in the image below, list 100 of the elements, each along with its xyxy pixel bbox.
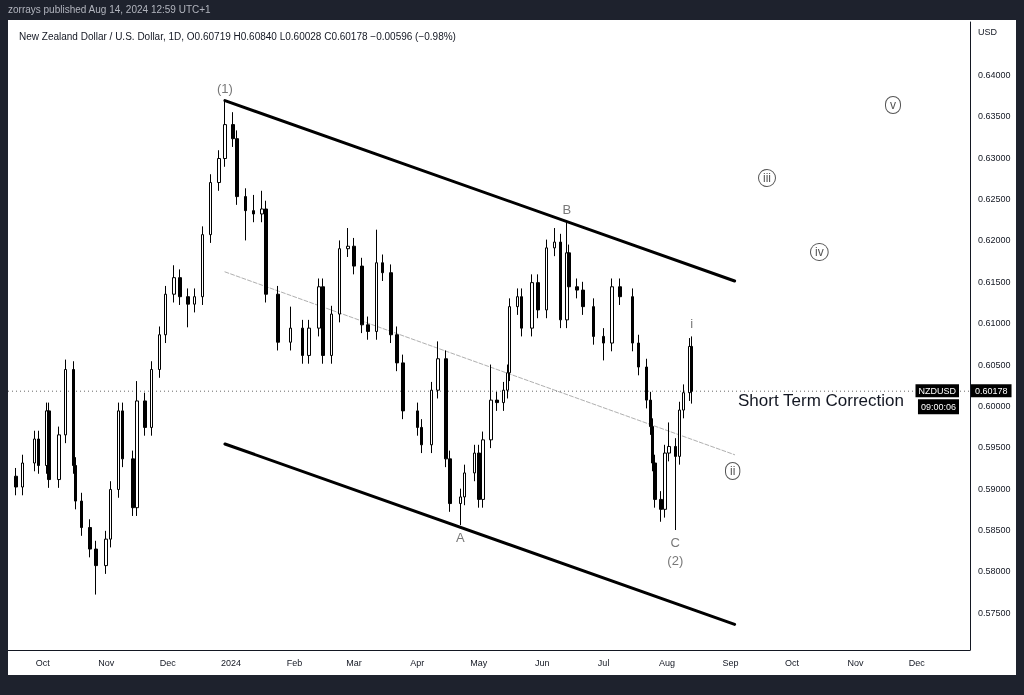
- x-tick-label: Nov: [847, 657, 864, 668]
- candlestick: [559, 233, 562, 329]
- y-tick-label: 0.62000: [978, 235, 1011, 246]
- candlestick: [172, 264, 176, 303]
- annotation: i: [690, 316, 694, 332]
- y-tick-label: 0.59500: [978, 442, 1011, 453]
- candlestick: [150, 360, 153, 437]
- y-tick-label: 0.57500: [978, 607, 1011, 618]
- candlestick: [209, 173, 212, 244]
- candlestick: [14, 467, 18, 496]
- x-tick-label: May: [470, 657, 488, 668]
- y-tick-label: 0.60000: [978, 400, 1011, 411]
- candlestick: [346, 227, 350, 258]
- candlestick: [94, 540, 98, 596]
- candlestick: [321, 278, 325, 365]
- candlestick: [389, 263, 393, 344]
- candlestick: [375, 229, 378, 341]
- candlestick: [352, 237, 356, 275]
- candlestick: [575, 278, 579, 299]
- candlestick: [330, 305, 333, 365]
- candlestick: [637, 334, 640, 376]
- x-tick-label: 2024: [221, 657, 242, 668]
- candlestick: [610, 278, 614, 352]
- y-tick-label: 0.58500: [978, 525, 1011, 536]
- annotation: iv: [815, 245, 824, 259]
- annotation: ii: [730, 464, 736, 478]
- candlestick: [366, 316, 370, 341]
- text: New Zealand Dollar / U.S. Dollar, 1D, O0.60719 H0.60840 L0.60028 C0.60178 −0.00596 (−0.98%): [19, 30, 456, 42]
- candlestick: [395, 325, 399, 372]
- candlestick: [117, 402, 120, 499]
- candlestick: [581, 281, 585, 316]
- candlestick: [193, 287, 196, 313]
- candlestick: [88, 518, 92, 558]
- y-tick-label: 0.58000: [978, 566, 1011, 577]
- y-tick-label: 0.63000: [978, 152, 1011, 163]
- candlestick: [481, 431, 485, 509]
- x-tick-label: Oct: [35, 657, 51, 668]
- candlestick: [33, 430, 36, 472]
- x-tick-label: Dec: [908, 657, 926, 668]
- candlestick: [201, 225, 204, 306]
- candlestick: [37, 430, 40, 475]
- y-tick-label: 0.60500: [978, 359, 1011, 370]
- annotation: iii: [763, 171, 771, 185]
- candlestick: [21, 454, 24, 496]
- candlestick: [135, 380, 139, 517]
- candlestick: [536, 273, 540, 319]
- candlestick: [553, 227, 556, 257]
- candlestick: [178, 268, 182, 306]
- ref-line-label: NZDUSD: [918, 385, 957, 396]
- candlestick: [602, 327, 605, 361]
- annotation: v: [890, 98, 896, 112]
- candlestick: [618, 278, 622, 306]
- candlestick: [489, 364, 493, 449]
- candlestick: [545, 239, 548, 319]
- annotation: (1): [217, 80, 233, 96]
- candlestick: [592, 297, 595, 346]
- chart-subtitle: zorrays published Aug 14, 2024 12:59 UTC+1: [8, 4, 211, 15]
- candlestick: [520, 287, 523, 337]
- x-tick-label: Nov: [98, 657, 115, 668]
- x-tick-label: Mar: [346, 657, 362, 668]
- x-tick-label: Jul: [597, 657, 610, 668]
- y-tick-label: 0.61500: [978, 276, 1011, 287]
- x-tick-label: Sep: [722, 657, 739, 668]
- candlestick: [244, 187, 247, 241]
- candlestick: [401, 354, 405, 420]
- y-tick-label: 0.59000: [978, 483, 1011, 494]
- annotation: C: [670, 535, 680, 551]
- annotation: 09:00:06: [920, 401, 957, 412]
- candlestick: [143, 392, 147, 437]
- x-tick-label: Feb: [286, 657, 303, 668]
- candlestick: [186, 287, 190, 328]
- candlestick: [80, 492, 83, 537]
- candlestick: [289, 306, 292, 351]
- x-tick-label: Apr: [410, 657, 425, 668]
- candlestick: [307, 319, 311, 365]
- candlestick: [64, 359, 67, 444]
- x-tick-label: Dec: [159, 657, 177, 668]
- candlestick: [57, 426, 61, 489]
- candlestick: [495, 391, 499, 412]
- x-tick-label: Aug: [659, 657, 676, 668]
- y-tick-label: 0.63500: [978, 111, 1011, 122]
- y-tick-label: 0.62500: [978, 194, 1011, 205]
- candlestick: [430, 381, 433, 454]
- annotation: Short Term Correction: [738, 391, 904, 410]
- candlestick: [301, 319, 304, 365]
- candlestick: [381, 254, 384, 282]
- candlestick: [631, 287, 634, 352]
- candlestick: [436, 340, 440, 399]
- candlestick: [276, 285, 280, 351]
- annotation: (2): [667, 553, 684, 569]
- y-tick-label: 0.64000: [978, 69, 1011, 80]
- annotation: A: [456, 530, 466, 546]
- candlestick: [530, 273, 534, 337]
- x-tick-label: Jun: [534, 657, 550, 668]
- x-tick-label: Oct: [784, 657, 800, 668]
- annotation: B: [562, 202, 572, 218]
- candlestick: [360, 257, 364, 334]
- candlestick: [158, 325, 161, 379]
- candlestick: [252, 194, 255, 223]
- candlestick: [338, 239, 341, 323]
